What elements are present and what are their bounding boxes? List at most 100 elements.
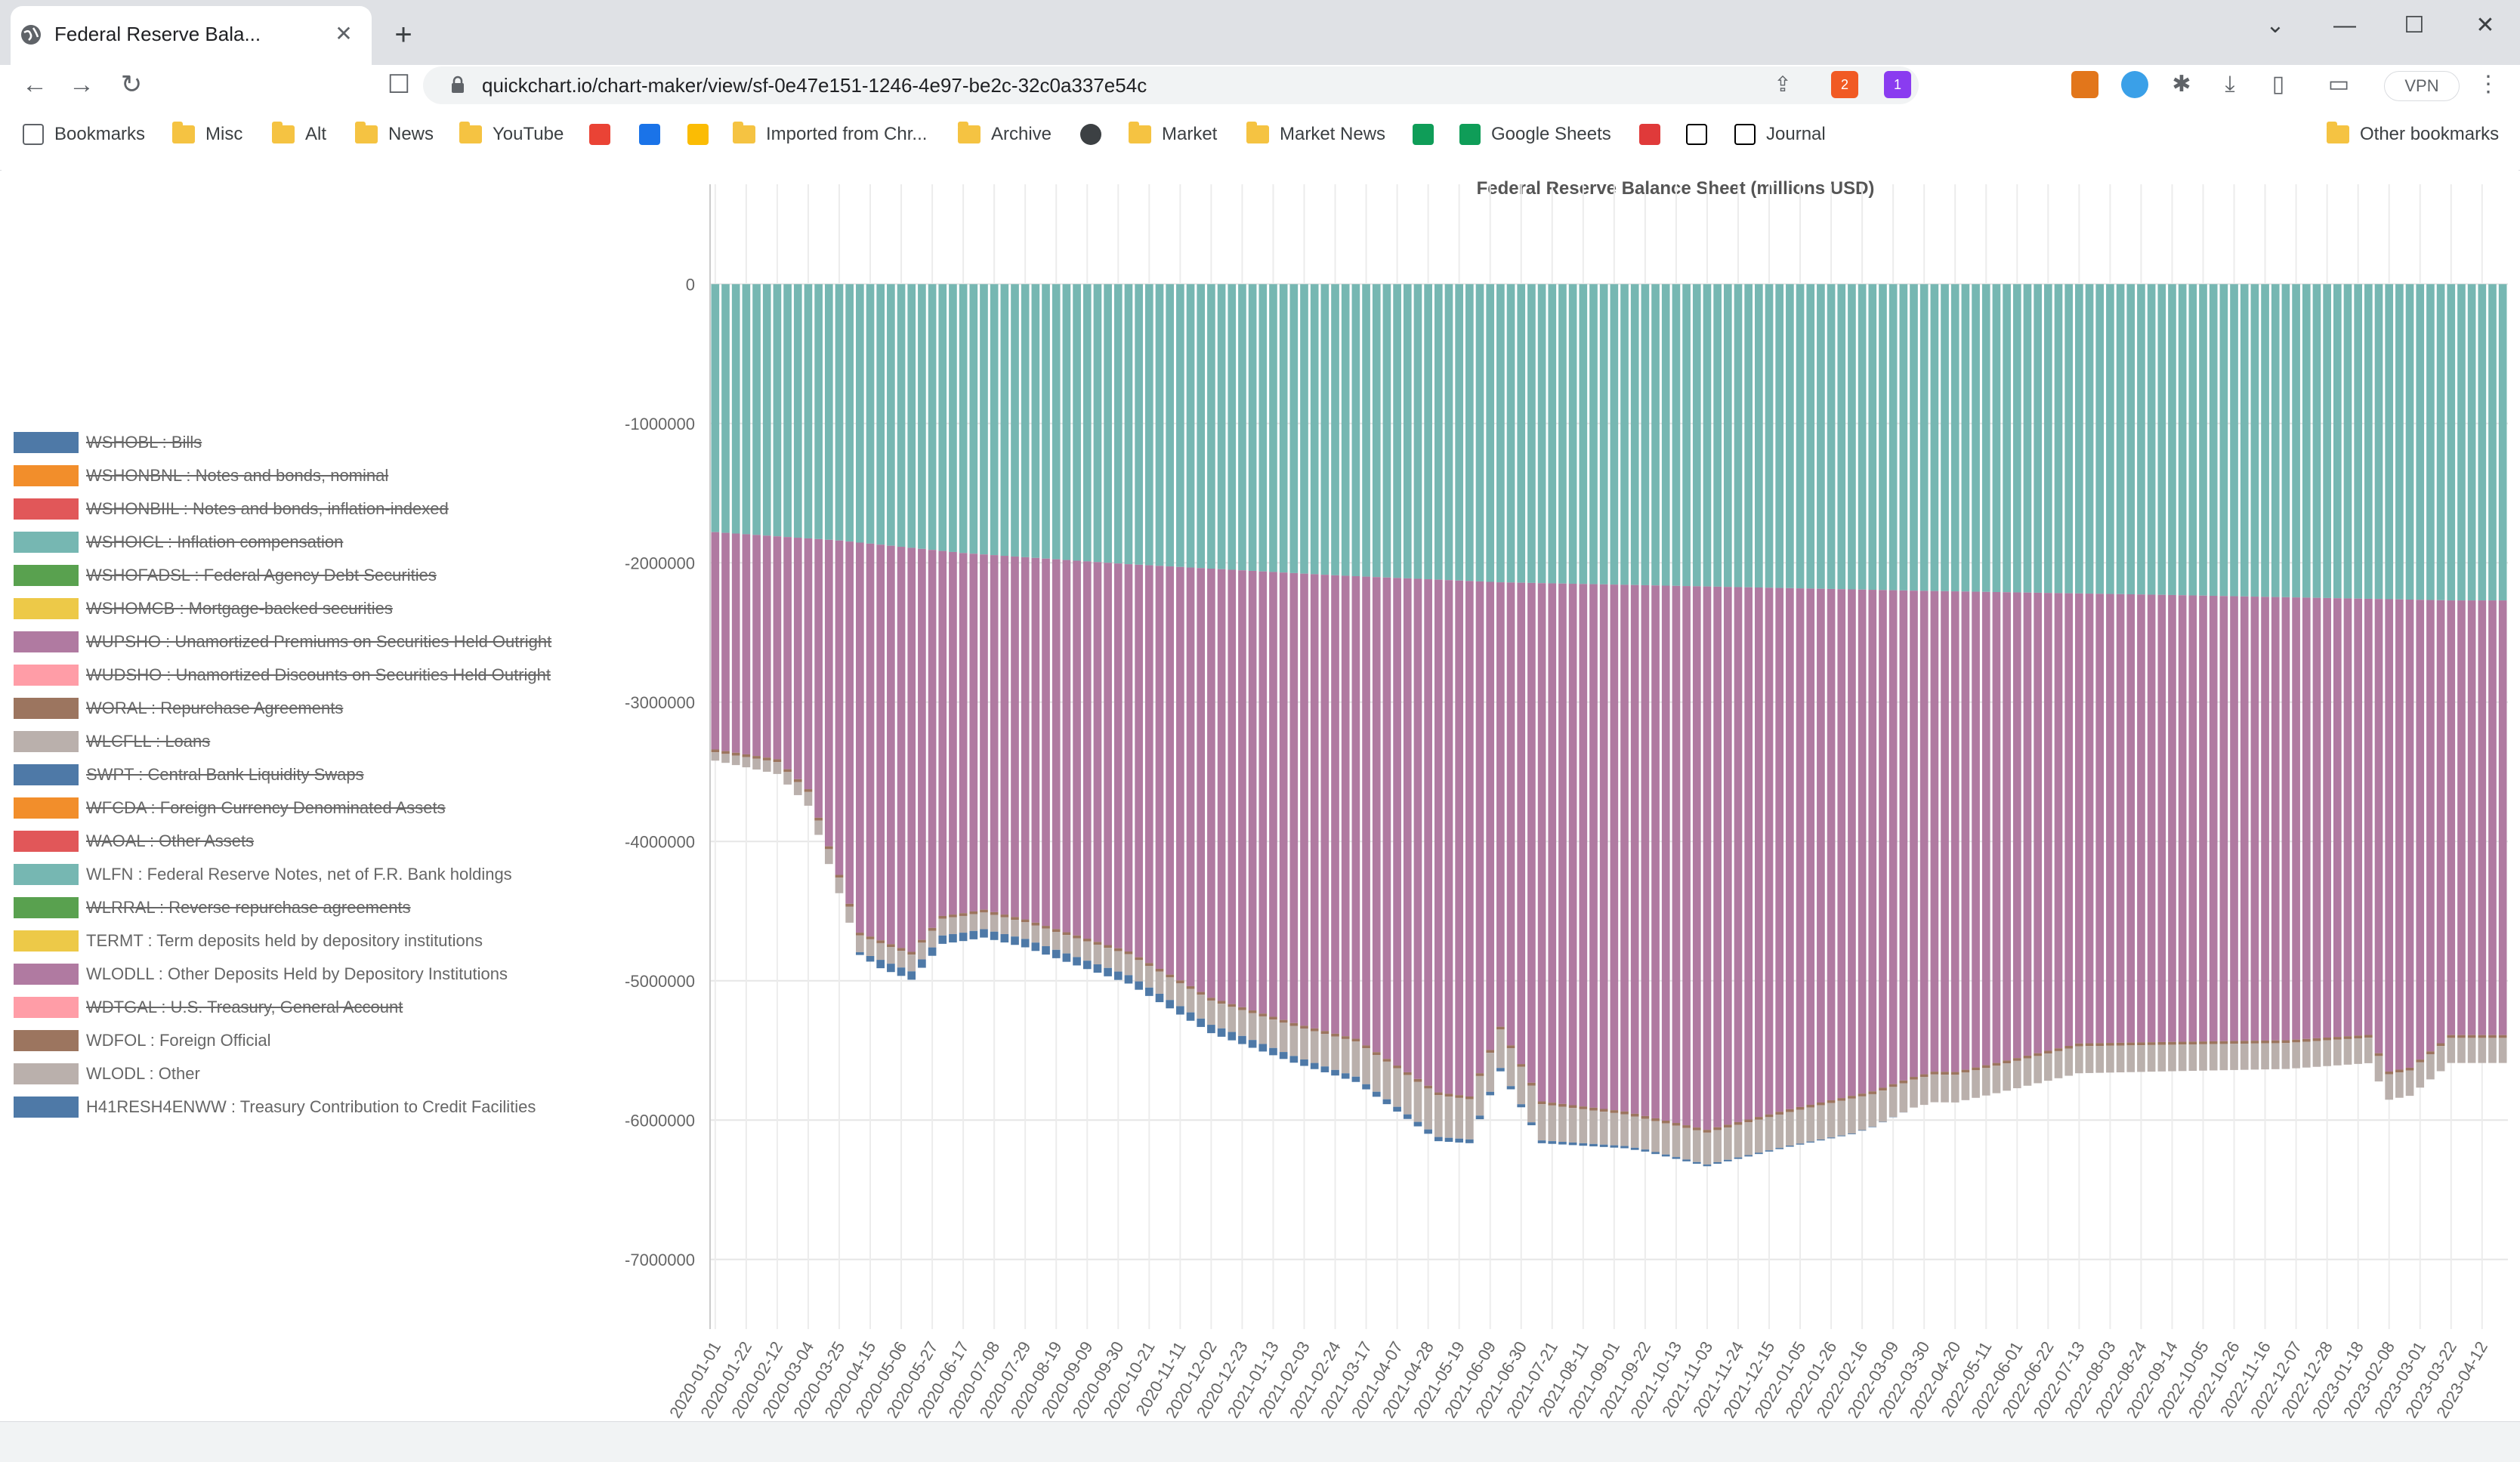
metamask-icon[interactable] bbox=[2071, 71, 2098, 98]
bar-segment bbox=[1858, 1096, 1867, 1130]
bookmark-folder-misc[interactable]: Misc bbox=[172, 119, 242, 150]
bookmark-folder-archive[interactable]: Archive bbox=[958, 119, 1052, 150]
legend-item[interactable]: WLCFLL : Loans bbox=[14, 725, 610, 758]
horizontal-scrollbar[interactable] bbox=[0, 1421, 2520, 1462]
bookmark-keep[interactable] bbox=[687, 119, 719, 150]
legend-item[interactable]: WSHOFADSL : Federal Agency Debt Securiti… bbox=[14, 559, 610, 592]
bookmark-globe[interactable] bbox=[1080, 119, 1112, 150]
bar-segment bbox=[928, 550, 937, 928]
legend-item[interactable]: WUDSHO : Unamortized Discounts on Securi… bbox=[14, 659, 610, 692]
bar-segment bbox=[1568, 1105, 1577, 1109]
bar-segment bbox=[949, 284, 957, 552]
extensions-icon[interactable]: ✱ bbox=[2172, 72, 2191, 97]
bar-segment bbox=[742, 534, 751, 754]
bookmark-notion[interactable] bbox=[1686, 119, 1718, 150]
address-bar[interactable] bbox=[423, 66, 1919, 104]
legend-item[interactable]: WLRRAL : Reverse repurchase agreements bbox=[14, 891, 610, 924]
close-window-button[interactable]: ✕ bbox=[2475, 13, 2495, 38]
vpn-button[interactable]: VPN bbox=[2384, 71, 2460, 101]
legend-item[interactable]: WFCDA : Foreign Currency Denominated Ass… bbox=[14, 791, 610, 825]
bar-segment bbox=[2292, 1042, 2300, 1069]
legend-item[interactable]: WSHONBIIL : Notes and bonds, inflation-i… bbox=[14, 492, 610, 526]
bar-segment bbox=[2343, 284, 2352, 599]
bar-segment bbox=[1176, 980, 1184, 983]
bookmark-calendar[interactable] bbox=[639, 119, 671, 150]
tab-close-icon[interactable]: ✕ bbox=[335, 22, 353, 45]
bookmark-item-bookmarks[interactable]: Bookmarks bbox=[23, 119, 145, 150]
tab-active[interactable] bbox=[11, 6, 372, 71]
wallet-icon[interactable]: ▭ bbox=[2327, 72, 2350, 97]
reload-icon[interactable]: ↻ bbox=[120, 70, 143, 99]
bar-segment bbox=[1300, 1029, 1308, 1059]
bar-segment bbox=[2385, 599, 2394, 1072]
bookmark-icon[interactable]: ☐ bbox=[387, 70, 411, 99]
bookmark-google-sheets[interactable]: Google Sheets bbox=[1459, 119, 1611, 150]
minimize-button[interactable]: — bbox=[2333, 13, 2356, 38]
bar-segment bbox=[2012, 1060, 2021, 1089]
tab-strip: Federal Reserve Bala... ✕ + ⌄ — ☐ ✕ bbox=[0, 0, 2520, 71]
forward-icon[interactable]: → bbox=[69, 70, 94, 99]
bar-segment bbox=[980, 929, 988, 938]
bar-segment bbox=[938, 915, 947, 919]
bar-segment bbox=[1279, 1019, 1288, 1023]
bar-segment bbox=[1455, 1097, 1464, 1139]
bookmark-folder-other[interactable]: Other bookmarks bbox=[2327, 119, 2499, 150]
vue-devtools-icon[interactable] bbox=[2121, 71, 2148, 98]
new-tab-button[interactable]: + bbox=[394, 18, 412, 51]
legend-item[interactable]: WSHONBNL : Notes and bonds, nominal bbox=[14, 459, 610, 492]
legend-item[interactable]: WLFN : Federal Reserve Notes, net of F.R… bbox=[14, 858, 610, 891]
legend-item[interactable]: WLODLL : Other Deposits Held by Deposito… bbox=[14, 958, 610, 991]
menu-icon[interactable]: ⋮ bbox=[2477, 72, 2500, 97]
bookmark-folder-market[interactable]: Market bbox=[1129, 119, 1217, 150]
brave-rewards-icon[interactable]: 1 bbox=[1884, 71, 1911, 98]
share-icon[interactable]: ⇪ bbox=[1774, 72, 1792, 96]
back-icon[interactable]: ← bbox=[22, 70, 48, 99]
legend-item[interactable]: WLODL : Other bbox=[14, 1057, 610, 1090]
bar-segment bbox=[2106, 1045, 2114, 1073]
legend-item[interactable]: WSHOICL : Inflation compensation bbox=[14, 526, 610, 559]
legend-item[interactable]: SWPT : Central Bank Liquidity Swaps bbox=[14, 758, 610, 791]
bar-segment bbox=[918, 284, 926, 549]
bar-segment bbox=[1744, 284, 1753, 588]
maximize-button[interactable]: ☐ bbox=[2404, 13, 2425, 38]
brave-shield-icon[interactable]: 2 bbox=[1831, 71, 1858, 98]
legend-item[interactable]: WORAL : Repurchase Agreements bbox=[14, 692, 610, 725]
bar-segment bbox=[1589, 1143, 1598, 1147]
bookmark-folder-news[interactable]: News bbox=[355, 119, 434, 150]
legend-item[interactable]: WAOAL : Other Assets bbox=[14, 825, 610, 858]
legend-item[interactable]: WUPSHO : Unamortized Premiums on Securit… bbox=[14, 625, 610, 659]
bar-segment bbox=[907, 952, 916, 955]
bar-segment bbox=[2064, 593, 2074, 1047]
bookmark-journal[interactable]: Journal bbox=[1734, 119, 1826, 150]
bookmark-folder-alt[interactable]: Alt bbox=[272, 119, 326, 150]
bar-segment bbox=[2426, 1051, 2435, 1055]
bar-segment bbox=[1279, 572, 1288, 1020]
bookmark-folder-youtube[interactable]: YouTube bbox=[459, 119, 564, 150]
legend-item[interactable]: TERMT : Term deposits held by depository… bbox=[14, 924, 610, 958]
bar-segment bbox=[773, 759, 782, 763]
bar-segment bbox=[783, 284, 792, 538]
bookmark-folder-imported[interactable]: Imported from Chr... bbox=[733, 119, 927, 150]
bar-segment bbox=[887, 947, 895, 964]
folder-icon bbox=[272, 122, 295, 143]
legend-item[interactable]: WSHOMCB : Mortgage-backed securities bbox=[14, 592, 610, 625]
legend-item[interactable]: H41RESH4ENWW : Treasury Contribution to … bbox=[14, 1090, 610, 1124]
bar-segment bbox=[1682, 284, 1691, 587]
sidebar-icon[interactable]: ▯ bbox=[2271, 72, 2285, 97]
legend-label: WDFOL : Foreign Official bbox=[86, 1031, 271, 1050]
bar-segment bbox=[1941, 1072, 1949, 1075]
legend-label: WUDSHO : Unamortized Discounts on Securi… bbox=[86, 665, 551, 684]
bar-segment bbox=[2333, 598, 2342, 1038]
legend-item[interactable]: WDTGAL : U.S. Treasury, General Account bbox=[14, 991, 610, 1024]
bar-segment bbox=[1197, 995, 1206, 1019]
bar-segment bbox=[1166, 1000, 1175, 1009]
bookmark-gmail[interactable] bbox=[589, 119, 621, 150]
bookmark-folder-market-news[interactable]: Market News bbox=[1246, 119, 1385, 150]
legend-item[interactable]: WSHOBL : Bills bbox=[14, 426, 610, 459]
bookmark-sheets[interactable] bbox=[1413, 119, 1444, 150]
bar-segment bbox=[1827, 1100, 1836, 1103]
tab-search-icon[interactable]: ⌄ bbox=[2265, 13, 2285, 38]
bookmark-red[interactable] bbox=[1639, 119, 1671, 150]
legend-item[interactable]: WDFOL : Foreign Official bbox=[14, 1024, 610, 1057]
download-icon[interactable]: ⤓ bbox=[2225, 72, 2235, 97]
